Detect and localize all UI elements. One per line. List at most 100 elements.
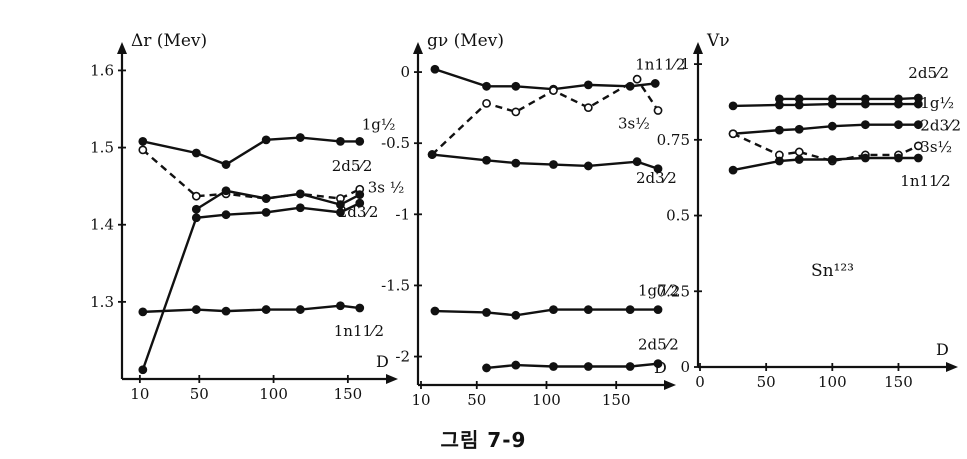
data-point-2d5-2	[138, 145, 148, 155]
data-point-2d3-2	[894, 120, 903, 130]
data-point-1h11-2	[827, 155, 837, 164]
y-tick-label: 0	[400, 63, 410, 81]
data-point-1g7-2	[138, 136, 148, 146]
x-axis-arrowhead	[386, 374, 398, 384]
data-point-2d3-2	[827, 121, 837, 131]
data-point-1h11-2	[583, 80, 593, 90]
data-point-2d5-2	[191, 191, 201, 201]
data-point-1g7-2	[221, 160, 231, 169]
data-point-2d5-2	[549, 362, 558, 371]
series-line-1g7-2	[434, 308, 659, 317]
data-point-2d3-2	[794, 124, 804, 134]
data-point-1g7-2	[482, 308, 491, 317]
data-point-1h11-2	[728, 165, 738, 175]
series-label-2d3-2: 2d3⁄2	[636, 169, 677, 187]
y-tick-label: 1.5	[90, 139, 114, 157]
data-point-1g7-2	[794, 100, 804, 110]
series-line-1h11-2	[142, 304, 360, 314]
data-point-2d3-2	[583, 161, 593, 171]
data-point-2d3-2	[653, 164, 663, 174]
data-point-1h11-2	[774, 156, 784, 166]
nucleus-annotation: Sn¹²³	[811, 261, 854, 281]
data-point-1g7-2	[894, 99, 903, 109]
y-tick-label: 1.3	[90, 293, 114, 311]
y-tick-label: 0	[680, 358, 690, 376]
data-point-1h11-2	[261, 305, 271, 314]
data-point-1h11-2	[430, 64, 440, 74]
data-point-1h11-2	[138, 307, 148, 317]
data-point-1h11-2	[221, 306, 231, 316]
data-point-2d3-2	[191, 213, 201, 223]
data-point-2d3-2	[549, 160, 558, 169]
series-label-1g7-2: 1g7⁄2	[638, 282, 679, 300]
data-point-2d3-2	[427, 150, 437, 159]
data-point-1h11-2	[355, 303, 365, 313]
data-point-1h11-2	[794, 155, 804, 164]
x-tick-label: 100	[818, 373, 847, 391]
series-label-1h11-2: 1n11⁄2	[900, 172, 950, 190]
data-point-1g7-2	[261, 135, 271, 145]
data-point-3s1-2	[511, 107, 521, 117]
data-point-3s1-2	[794, 147, 804, 157]
x-axis-arrowhead	[664, 380, 676, 390]
x-axis-title: D	[376, 352, 389, 371]
data-point-1h11-2	[913, 153, 923, 163]
y-tick-label: 1.4	[90, 216, 114, 234]
x-tick-label: 0	[695, 373, 705, 391]
series-line-2d3-2	[141, 202, 361, 371]
data-point-2d3-2	[482, 155, 491, 165]
series-label-3s1-2: 3s½	[618, 114, 650, 132]
series-line-2d3-2	[732, 123, 919, 135]
data-point-1g7-2	[336, 136, 345, 146]
data-point-3s1-2	[221, 186, 231, 196]
figure-caption: 그림 7-9	[440, 428, 527, 452]
y-axis-arrowhead	[413, 42, 423, 54]
data-point-1h11-2	[650, 79, 660, 88]
data-point-2d3-2	[336, 207, 345, 217]
data-point-1h11-2	[336, 301, 345, 311]
data-point-1g7-2	[913, 99, 923, 109]
data-point-1g7-2	[191, 148, 201, 158]
x-tick-label: 10	[411, 391, 430, 409]
data-point-3s1-2	[295, 189, 305, 199]
y-tick-label: 0.25	[657, 282, 690, 300]
x-tick-label: 50	[467, 391, 486, 409]
y-tick-label: -1.5	[381, 276, 410, 294]
data-point-2d5-2	[625, 362, 635, 371]
series-label-2d5-2: 2d5⁄2	[638, 336, 679, 354]
data-point-1g7-2	[295, 133, 305, 142]
x-tick-label: 150	[602, 391, 631, 409]
y-tick-label: 1	[680, 55, 690, 73]
series-label-1g7-2: 1g½	[362, 115, 396, 133]
series-line-1h11-2	[434, 68, 656, 91]
data-point-1g7-2	[430, 306, 440, 316]
data-point-3s1-2	[583, 103, 593, 113]
series-label-2d3-2: 2d3⁄2	[338, 203, 379, 221]
y-axis-title: Vν	[706, 31, 730, 51]
data-point-2d3-2	[138, 365, 148, 375]
series-label-2d5-2: 2d5⁄2	[908, 64, 949, 82]
data-point-3s1-2	[549, 86, 558, 95]
y-axis-title: Δr (Mev)	[131, 31, 207, 51]
data-point-3s1-2	[653, 106, 663, 115]
series-label-1h11-2: 1n11⁄2	[635, 55, 685, 73]
data-point-1g7-2	[355, 136, 365, 146]
data-point-2d3-2	[774, 125, 784, 135]
series-label-1g7-2: 1g½	[920, 94, 954, 112]
data-point-2d5-2	[482, 363, 491, 373]
data-point-3s1-2	[632, 74, 642, 84]
data-point-1h11-2	[511, 81, 521, 91]
series-line-2d3-2	[432, 153, 659, 170]
data-point-2d3-2	[221, 210, 231, 220]
data-point-1h11-2	[482, 81, 491, 91]
data-point-3s1-2	[728, 129, 738, 139]
series-label-3s1-2: 3s½	[920, 138, 952, 156]
y-tick-label: 0.75	[657, 131, 690, 149]
x-tick-label: 150	[884, 373, 913, 391]
series-line-2d5-2	[486, 362, 659, 370]
series-label-1h11-2: 1n11⁄2	[334, 322, 384, 340]
x-tick-label: 50	[757, 373, 776, 391]
data-point-1g7-2	[860, 99, 870, 109]
series-label-2d3-2: 2d3⁄2	[920, 117, 961, 135]
data-point-1g7-2	[827, 99, 837, 109]
